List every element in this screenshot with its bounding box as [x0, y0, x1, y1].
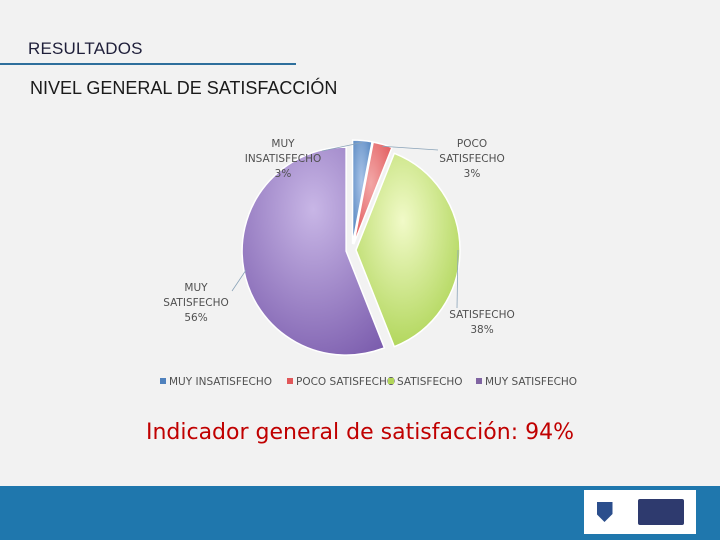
pie-slice-muy-insatisfecho — [351, 139, 373, 245]
legend-swatch — [388, 378, 394, 384]
leader-line — [321, 142, 363, 152]
legend-item-label: POCO SATISFECHO — [296, 376, 395, 388]
slice-label: POCO SATISFECHO 3% — [439, 138, 505, 180]
pie-slice-satisfecho — [355, 152, 461, 348]
chart-subtitle: NIVEL GENERAL DE SATISFACCIÓN — [30, 78, 338, 98]
slide-title: RESULTADOS — [28, 39, 143, 58]
title-underline — [0, 63, 296, 65]
leader-line — [231, 270, 247, 292]
legend-item-label: MUY SATISFECHO — [485, 376, 577, 388]
legend-swatch — [287, 378, 293, 384]
pie-chart: MUY INSATISFECHO 3% POCO SATISFECHO 3% SATISFE… — [160, 138, 577, 388]
city-shield-icon — [596, 502, 613, 522]
slice-label: MUY SATISFECHO 56% — [163, 282, 229, 324]
legend-swatch — [476, 378, 482, 384]
legend-item-label: SATISFECHO — [397, 376, 463, 388]
legend-item-label: MUY INSATISFECHO — [169, 376, 272, 388]
pie-slice-poco-satisfecho — [352, 141, 393, 245]
slice-label: SATISFECHO 38% — [449, 309, 515, 336]
bogota-logo-icon — [637, 499, 684, 525]
slice-label: MUY INSATISFECHO 3% — [245, 138, 322, 180]
footer-logos — [584, 490, 696, 534]
leader-line — [456, 249, 459, 309]
pie-slice-muy-satisfecho — [241, 146, 386, 356]
legend-swatch — [160, 378, 166, 384]
leader-line — [382, 145, 439, 151]
satisfaction-indicator: Indicador general de satisfacción: 94% — [145, 420, 575, 445]
